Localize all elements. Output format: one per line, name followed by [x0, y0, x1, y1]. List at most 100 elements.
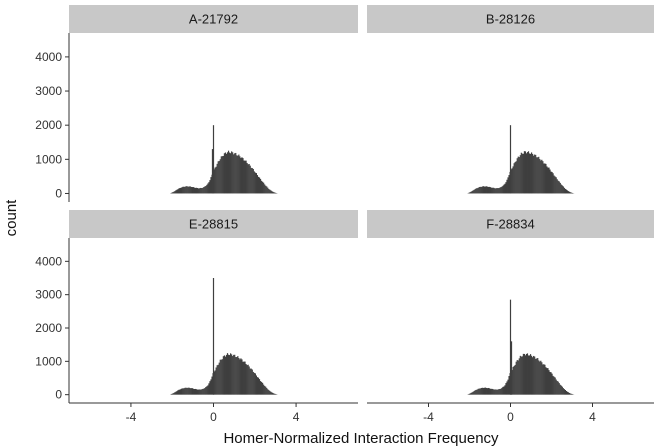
y-tick-label: 1000	[35, 354, 62, 368]
histogram-bar	[240, 158, 242, 194]
histogram-bar	[203, 187, 205, 194]
histogram-bar	[568, 392, 571, 395]
histogram-bar	[253, 372, 255, 395]
histogram-bar	[485, 186, 488, 194]
histogram-bar	[572, 192, 574, 194]
histogram-bar	[542, 161, 544, 194]
histogram-bar	[260, 381, 263, 395]
histogram-bar	[529, 153, 532, 194]
x-tick-label: 4	[589, 410, 596, 424]
histogram-bar	[551, 373, 553, 395]
histogram-bar	[247, 164, 249, 194]
histogram-bar	[478, 187, 480, 194]
histogram-bar	[171, 192, 173, 194]
histogram-bar	[204, 388, 206, 395]
histogram-bar	[550, 171, 552, 194]
histogram-bar	[199, 389, 201, 395]
histogram-bar	[224, 356, 227, 395]
histogram-spike	[212, 278, 215, 395]
histogram-bar	[216, 365, 218, 395]
histogram-bar	[173, 191, 175, 194]
histogram-bar	[552, 173, 554, 194]
histogram-bar	[527, 355, 530, 395]
histogram-bar	[562, 186, 564, 194]
histogram-bar	[501, 186, 503, 194]
histogram-bar	[482, 186, 484, 194]
histogram-bar	[481, 186, 483, 194]
histogram-bar	[178, 389, 180, 395]
histogram-bar	[523, 353, 525, 395]
panel-a-strip	[69, 5, 358, 33]
histogram-bar	[527, 151, 530, 194]
histogram-bar	[204, 186, 206, 194]
histogram-bar	[561, 386, 563, 395]
histogram-bar	[478, 388, 480, 395]
histogram-bar	[238, 358, 240, 395]
histogram-bar	[498, 389, 500, 395]
x-axis-ticks-left: -4 0 4	[126, 403, 300, 424]
histogram-bar	[497, 188, 499, 194]
histogram-bar	[236, 357, 238, 395]
histogram-bar	[249, 165, 251, 194]
histogram-bar	[268, 390, 270, 395]
histogram-bar	[187, 186, 189, 194]
histogram-bar	[174, 392, 176, 395]
histogram-bar	[178, 188, 180, 194]
histogram-bar	[525, 353, 528, 395]
histogram-bar	[184, 186, 186, 194]
histogram-bar	[198, 389, 200, 395]
histogram-bar	[258, 379, 261, 395]
histogram-bar	[256, 175, 259, 194]
histogram-bar	[227, 150, 230, 194]
histogram-bar	[191, 187, 193, 194]
histogram-bar	[249, 368, 251, 395]
histogram-bar	[195, 389, 198, 395]
histogram-bar	[227, 354, 230, 395]
histogram-bar	[505, 182, 507, 194]
histogram-bar	[536, 358, 538, 395]
histogram-bar	[487, 186, 490, 194]
histogram-bar	[238, 154, 240, 194]
histogram-bar	[228, 152, 231, 194]
histogram-bar	[558, 181, 560, 194]
histogram-bar	[493, 389, 495, 395]
histogram-bar	[174, 191, 176, 194]
histogram-bar	[470, 191, 472, 194]
histogram-bar	[172, 192, 174, 194]
histogram-bar	[549, 169, 551, 194]
histogram-bar	[189, 186, 191, 194]
histogram-bar	[476, 389, 478, 395]
histogram-bar	[563, 389, 565, 395]
histogram-bar	[497, 389, 499, 395]
histogram-bar	[515, 361, 517, 395]
histogram-bar	[525, 153, 528, 194]
histogram-bar	[501, 387, 503, 395]
histogram-bar	[255, 173, 257, 194]
histogram-bar	[271, 191, 273, 194]
histogram-bar	[190, 388, 192, 395]
histogram-bar	[520, 152, 522, 194]
histogram-bar	[531, 152, 533, 194]
histogram-bar	[232, 356, 234, 395]
panel-a: A-21792	[69, 5, 358, 194]
histogram-bar	[556, 179, 558, 194]
histogram-bar	[274, 393, 276, 395]
histogram-bar	[559, 182, 561, 194]
histogram-bar	[483, 186, 486, 194]
y-axis-ticks-top: 0 1000 2000 3000 4000	[35, 50, 69, 200]
histogram-bar	[483, 387, 486, 395]
histogram-bar	[539, 361, 541, 395]
histogram-bar	[245, 160, 247, 194]
histogram-bar	[214, 167, 216, 194]
histogram-bar	[265, 386, 267, 395]
histogram-bar	[226, 152, 229, 194]
histogram-bar	[488, 186, 491, 194]
y-tick-label: 0	[55, 186, 62, 200]
histogram-bar	[499, 187, 501, 194]
histogram-bar	[517, 156, 519, 194]
histogram-bar	[512, 166, 514, 194]
histogram-bar	[554, 176, 556, 194]
histogram-bar	[482, 387, 484, 395]
histogram-bar	[205, 185, 207, 194]
histogram-bar	[495, 188, 497, 194]
